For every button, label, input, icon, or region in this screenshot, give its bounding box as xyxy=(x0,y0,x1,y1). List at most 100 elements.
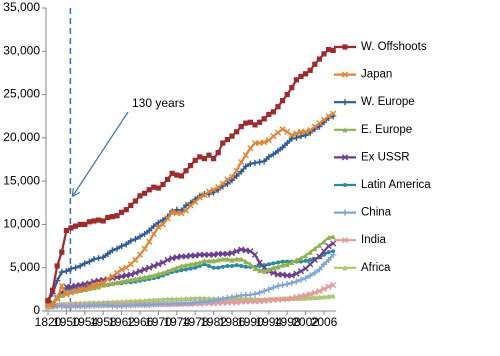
point xyxy=(73,223,79,229)
point xyxy=(265,153,272,161)
point xyxy=(242,152,249,159)
point xyxy=(45,298,51,304)
point xyxy=(215,184,222,191)
point xyxy=(261,158,268,165)
point xyxy=(137,193,143,199)
point xyxy=(178,173,184,179)
point xyxy=(275,104,281,110)
point xyxy=(256,158,263,166)
point xyxy=(63,227,69,234)
point xyxy=(243,120,249,126)
point xyxy=(211,156,217,162)
point xyxy=(82,221,88,228)
point xyxy=(307,126,314,134)
x-tick-label: 1966 xyxy=(127,315,154,329)
point xyxy=(128,298,134,304)
point xyxy=(270,133,277,140)
point xyxy=(169,209,176,216)
point xyxy=(109,273,116,280)
point xyxy=(293,257,299,263)
point xyxy=(155,271,161,277)
point xyxy=(211,265,216,270)
point xyxy=(184,267,188,272)
point xyxy=(205,251,213,258)
point xyxy=(230,263,234,268)
y-tick-label: 5,000 xyxy=(10,260,40,274)
point xyxy=(72,287,79,295)
point xyxy=(247,119,253,125)
point xyxy=(270,109,276,115)
point xyxy=(224,136,230,143)
point xyxy=(72,264,79,271)
point xyxy=(132,269,139,277)
point xyxy=(63,283,70,290)
point xyxy=(192,252,199,259)
point xyxy=(211,258,217,264)
point xyxy=(228,299,236,306)
series xyxy=(44,110,337,309)
point xyxy=(119,209,125,215)
point xyxy=(86,258,93,265)
point xyxy=(224,250,231,257)
point xyxy=(201,156,207,162)
point xyxy=(302,292,309,299)
point xyxy=(229,257,235,263)
point xyxy=(284,295,291,303)
point xyxy=(104,302,111,309)
point xyxy=(142,274,148,280)
point xyxy=(247,145,254,152)
point xyxy=(341,154,349,161)
y-tick-label: 10,000 xyxy=(3,217,40,231)
point xyxy=(169,170,175,176)
point xyxy=(146,238,153,245)
point xyxy=(178,296,184,302)
point xyxy=(86,219,92,225)
point xyxy=(205,188,213,195)
point xyxy=(67,289,75,296)
point xyxy=(279,281,286,289)
point xyxy=(142,297,148,304)
point xyxy=(201,191,208,199)
point xyxy=(105,281,111,287)
point xyxy=(159,221,167,228)
point xyxy=(187,202,194,209)
point xyxy=(341,209,349,216)
point xyxy=(183,295,189,302)
point xyxy=(280,262,286,268)
point xyxy=(321,51,327,57)
point xyxy=(210,186,217,193)
point xyxy=(206,152,212,158)
point xyxy=(100,279,107,286)
point xyxy=(219,250,226,257)
y-tick-label: 0 xyxy=(33,303,40,317)
point xyxy=(178,263,184,269)
point xyxy=(95,255,102,262)
point xyxy=(215,257,221,263)
point xyxy=(224,256,230,262)
point xyxy=(330,47,336,54)
point xyxy=(100,282,106,288)
point xyxy=(308,257,313,262)
point xyxy=(238,256,244,262)
y-tick-label: 35,000 xyxy=(3,0,40,14)
point xyxy=(118,242,125,250)
point xyxy=(284,272,291,279)
point xyxy=(325,242,332,250)
point xyxy=(228,173,236,180)
point xyxy=(311,256,318,264)
point xyxy=(150,262,157,270)
y-tick-label: 20,000 xyxy=(3,130,40,144)
point xyxy=(173,254,180,261)
point xyxy=(67,265,75,272)
point xyxy=(132,236,139,243)
point xyxy=(128,202,134,208)
point xyxy=(196,194,203,201)
point xyxy=(183,262,189,268)
point xyxy=(91,218,97,224)
x-tick-label: 1994 xyxy=(255,315,282,329)
point xyxy=(303,258,308,263)
point xyxy=(274,282,282,289)
point xyxy=(109,214,115,220)
point xyxy=(311,269,318,277)
point xyxy=(298,73,304,79)
